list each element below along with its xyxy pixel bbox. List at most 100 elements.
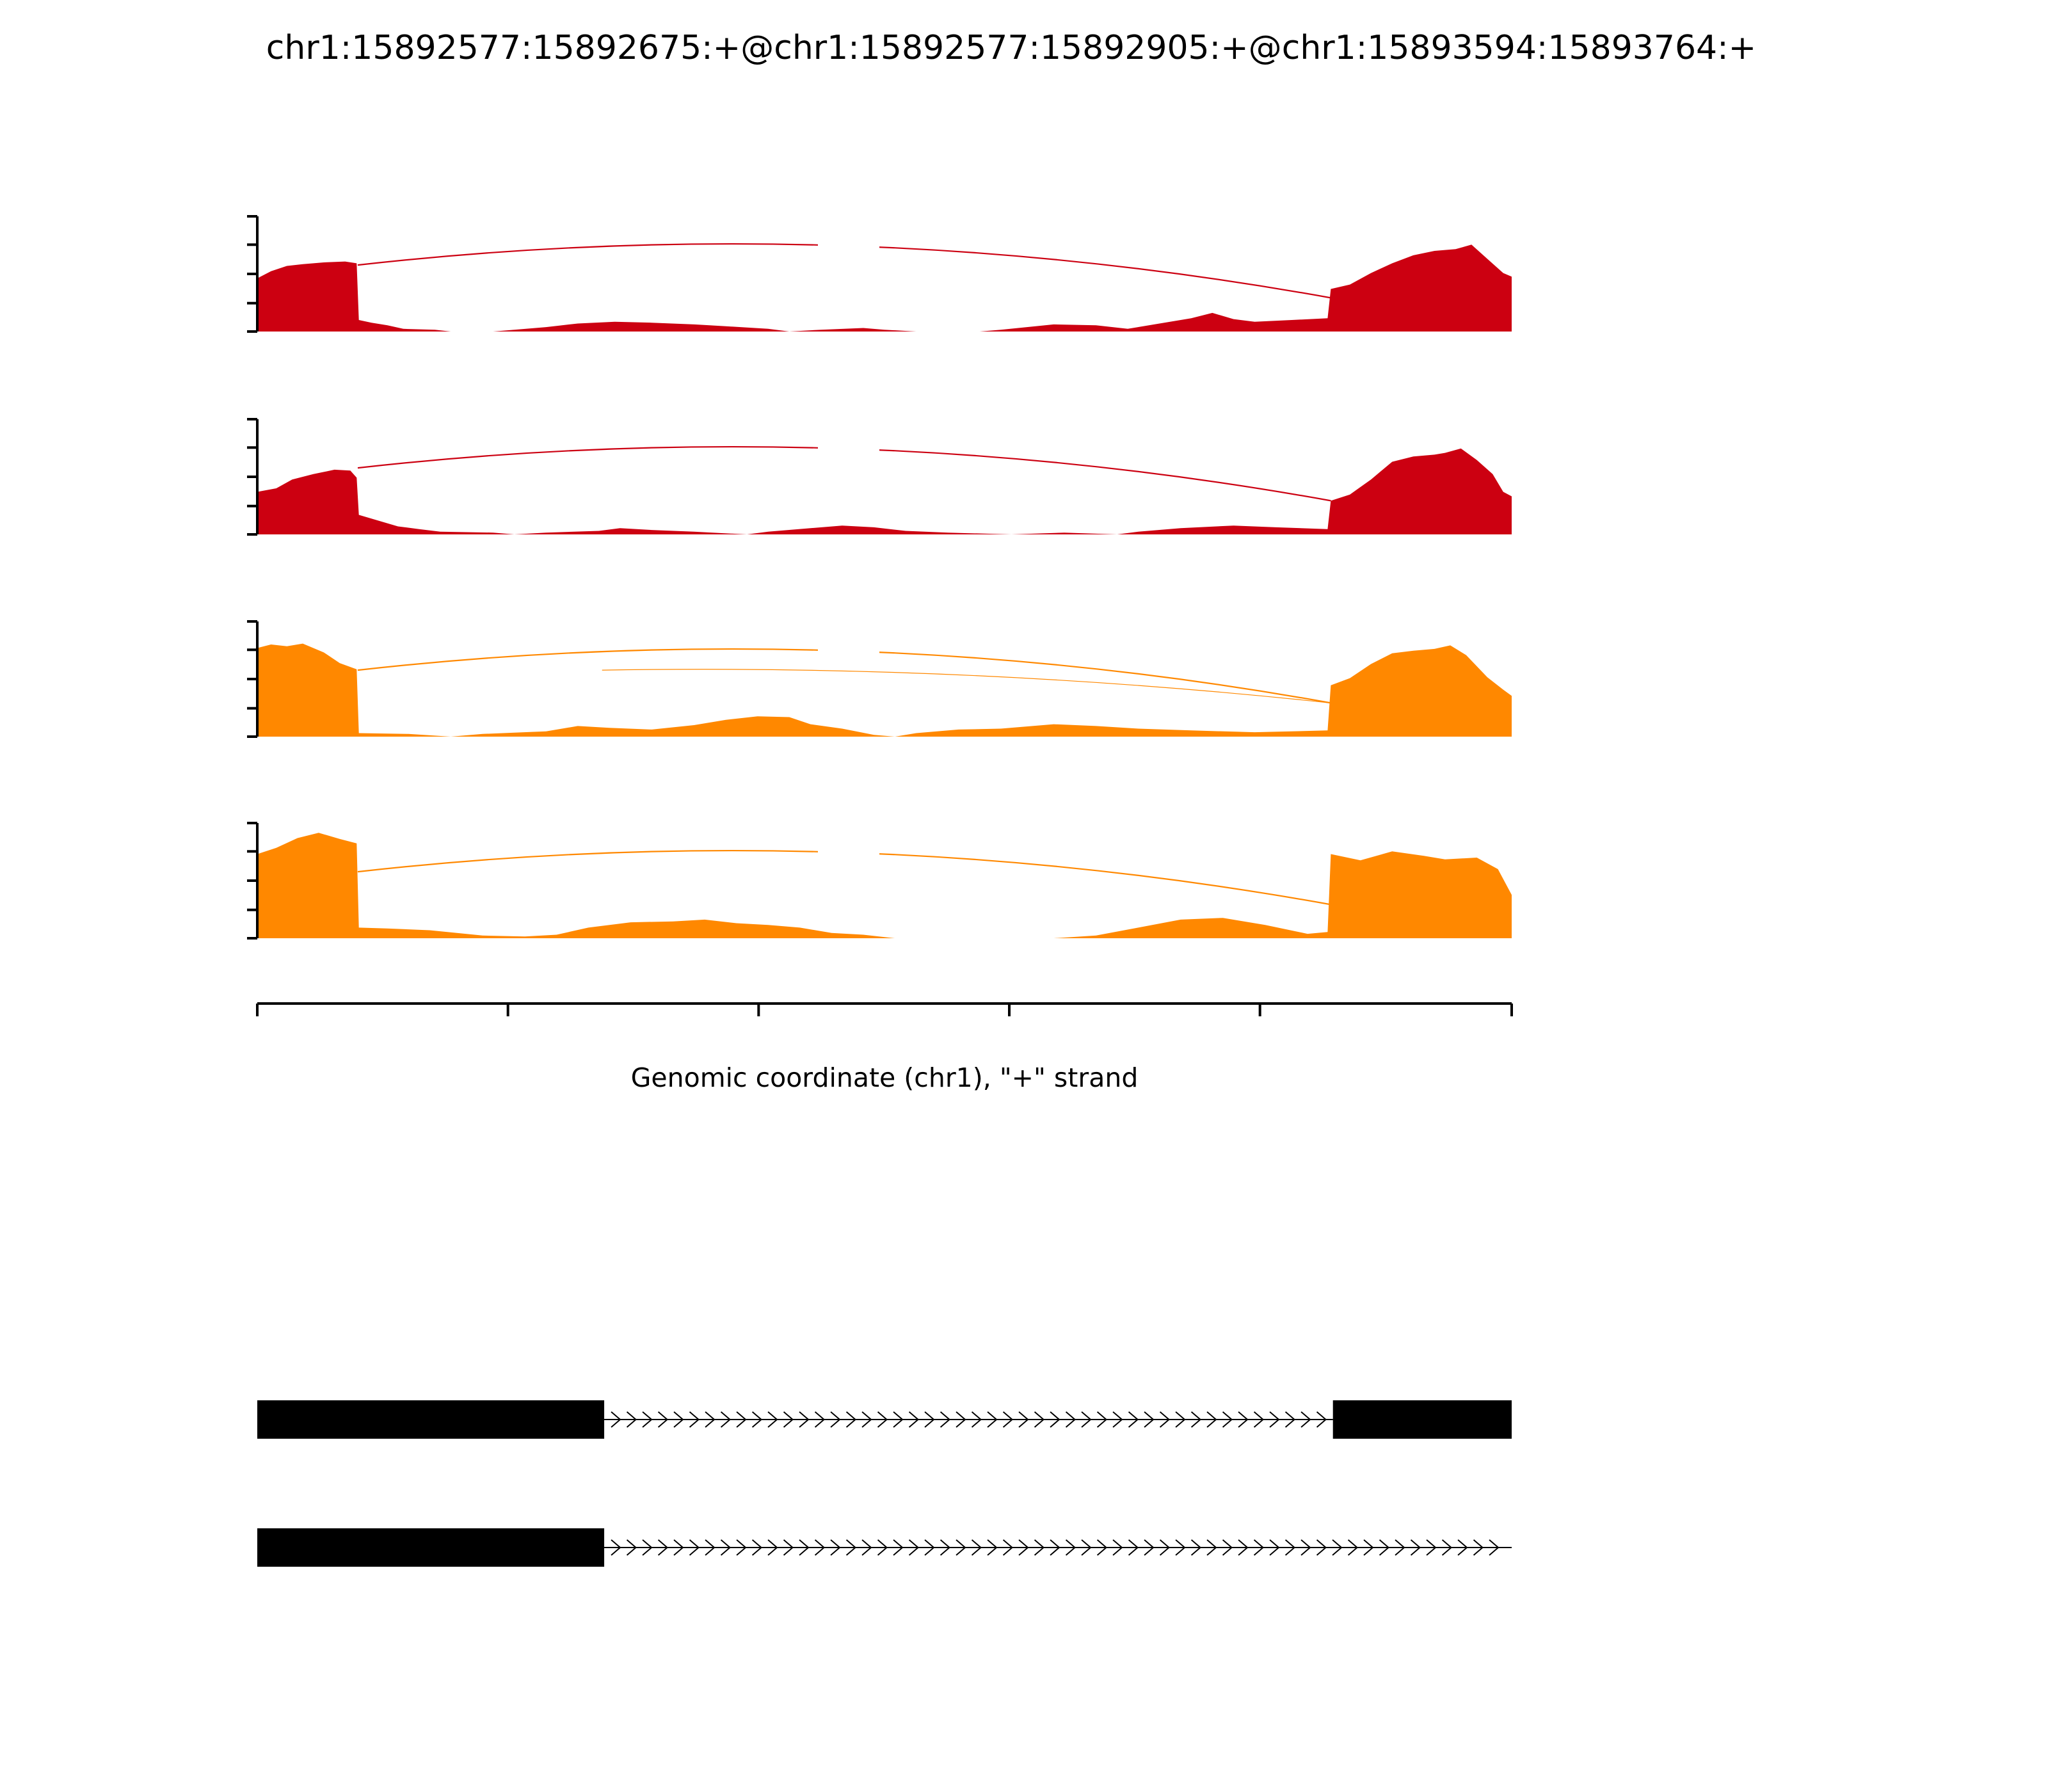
junction-label-background [940, 685, 1001, 711]
strand-arrow [1096, 1539, 1108, 1556]
strand-arrow [1159, 1539, 1171, 1556]
strand-arrow [689, 1411, 700, 1428]
exon-block [257, 1400, 605, 1439]
strand-arrow [1238, 1539, 1249, 1556]
strand-arrow [1316, 1411, 1327, 1428]
strand-arrow [1144, 1411, 1155, 1428]
strand-arrow [861, 1411, 872, 1428]
strand-arrow [1300, 1539, 1311, 1556]
strand-arrow [1238, 1411, 1249, 1428]
strand-arrow [1253, 1411, 1265, 1428]
strand-arrow [1222, 1411, 1233, 1428]
strand-arrow [814, 1539, 826, 1556]
coverage-area [257, 643, 1512, 737]
junction-label-background [818, 841, 879, 867]
strand-arrow [956, 1539, 966, 1556]
isoform-1 [257, 1400, 1512, 1439]
strand-arrow [1379, 1539, 1390, 1556]
strand-arrow [1050, 1539, 1060, 1556]
strand-arrow [611, 1539, 621, 1556]
strand-arrow [877, 1539, 888, 1556]
strand-arrow [830, 1539, 841, 1556]
strand-arrow [1473, 1539, 1484, 1556]
junction-label-background [818, 639, 879, 665]
coverage-area [257, 244, 1512, 332]
strand-arrow [1489, 1539, 1500, 1556]
strand-arrow [1002, 1411, 1014, 1428]
strand-arrow [1175, 1539, 1186, 1556]
strand-arrow [1441, 1539, 1453, 1556]
strand-arrow [1269, 1411, 1280, 1428]
strand-arrow [845, 1411, 857, 1428]
junction-label-background [818, 437, 879, 463]
exon-block [257, 1528, 605, 1567]
strand-arrow [1018, 1411, 1029, 1428]
strand-arrow [1284, 1411, 1296, 1428]
track-3 [247, 620, 1512, 738]
strand-arrow [642, 1539, 653, 1556]
strand-arrow [956, 1411, 966, 1428]
strand-arrow [1426, 1539, 1437, 1556]
strand-arrow [1300, 1411, 1311, 1428]
strand-arrow [1410, 1539, 1421, 1556]
strand-arrow [799, 1539, 810, 1556]
strand-arrow [877, 1411, 888, 1428]
strand-arrow [611, 1411, 621, 1428]
strand-arrow [1222, 1539, 1233, 1556]
strand-arrow [783, 1411, 794, 1428]
strand-arrow [1457, 1539, 1468, 1556]
track-1 [247, 215, 1512, 333]
coverage-area [257, 833, 1512, 938]
strand-arrow [908, 1539, 920, 1556]
strand-arrow [783, 1539, 794, 1556]
strand-arrow [1269, 1539, 1280, 1556]
strand-arrow [987, 1411, 998, 1428]
strand-arrow [1347, 1539, 1359, 1556]
strand-arrow [720, 1411, 732, 1428]
strand-arrow [971, 1539, 982, 1556]
strand-arrow [1206, 1411, 1217, 1428]
strand-arrow [1253, 1539, 1265, 1556]
strand-arrow [751, 1411, 763, 1428]
strand-arrow [673, 1411, 684, 1428]
strand-arrow [1144, 1539, 1155, 1556]
strand-arrow [1081, 1539, 1092, 1556]
strand-arrow [767, 1411, 778, 1428]
strand-arrow [1363, 1539, 1374, 1556]
strand-arrow [1065, 1411, 1076, 1428]
strand-arrow [924, 1539, 935, 1556]
strand-arrow [814, 1411, 826, 1428]
strand-arrow [1332, 1539, 1343, 1556]
strand-arrow [845, 1539, 857, 1556]
strand-arrow [1316, 1539, 1327, 1556]
strand-arrow [1159, 1411, 1171, 1428]
strand-arrow [1175, 1411, 1186, 1428]
strand-arrow [1206, 1539, 1217, 1556]
strand-arrow [1284, 1539, 1296, 1556]
strand-arrow [767, 1539, 778, 1556]
strand-arrow [1018, 1539, 1029, 1556]
strand-arrow [893, 1539, 904, 1556]
x-axis-label: Genomic coordinate (chr1), "+" strand [631, 1062, 1139, 1093]
strand-arrow [987, 1539, 998, 1556]
coverage-tracks [247, 215, 1512, 940]
coverage-area [257, 448, 1512, 534]
strand-arrow [736, 1411, 747, 1428]
strand-arrow [736, 1539, 747, 1556]
strand-arrow [705, 1411, 716, 1428]
strand-arrow [1128, 1539, 1139, 1556]
chart-title: chr1:15892577:15892675:+@chr1:15892577:1… [266, 29, 1756, 67]
junction-label-background [818, 234, 879, 260]
strand-arrow [830, 1411, 841, 1428]
x-axis [256, 1002, 1513, 1016]
strand-arrow [1096, 1411, 1108, 1428]
strand-arrow [1034, 1411, 1045, 1428]
strand-arrow [1034, 1539, 1045, 1556]
strand-arrow [940, 1411, 951, 1428]
exon-block [1332, 1400, 1512, 1439]
strand-arrow [626, 1411, 637, 1428]
strand-arrow [705, 1539, 716, 1556]
strand-arrow [924, 1411, 935, 1428]
strand-arrow [1128, 1411, 1139, 1428]
